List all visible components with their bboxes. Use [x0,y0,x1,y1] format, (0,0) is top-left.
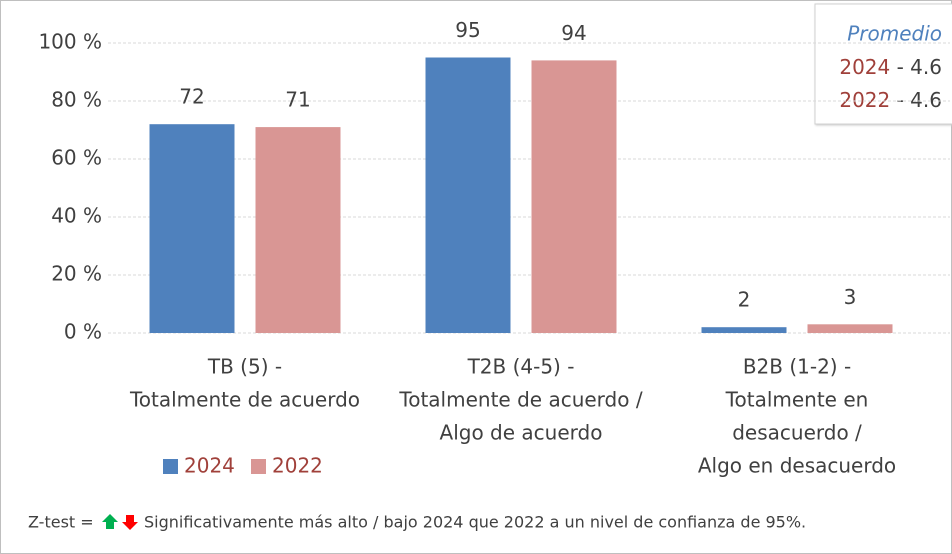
y-tick-label: 40 % [51,204,102,228]
x-tick-label: desacuerdo / [732,421,862,445]
bar [807,324,893,333]
y-tick-label: 20 % [51,262,102,286]
x-tick-label: TB (5) - [207,355,282,379]
bar [701,327,787,333]
data-label: 3 [844,285,857,309]
down-arrow-icon [122,515,138,530]
footnote: Significativamente más alto / bajo 2024 … [144,513,806,532]
data-label: 71 [285,88,310,112]
y-tick-label: 80 % [51,88,102,112]
x-tick-label: Totalmente de acuerdo / [398,388,642,412]
x-tick-label: Totalmente de acuerdo [129,388,360,412]
bar [425,57,511,333]
footnote-prefix: Z-test = [28,513,94,532]
bar [255,127,341,333]
data-label: 95 [455,18,480,42]
data-label: 94 [561,21,586,45]
y-tick-label: 0 % [64,320,102,344]
summary-title: Promedio [847,22,942,46]
x-tick-label: Totalmente en [725,388,869,412]
legend-label: 2022 [272,454,323,478]
y-tick-label: 100 % [38,30,102,54]
summary-row: 2024 - 4.6 [839,55,942,79]
summary-value: - 4.6 [897,88,942,112]
x-tick-label: T2B (4-5) - [467,355,575,379]
x-tick-label: Algo de acuerdo [440,421,603,445]
up-arrow-icon [102,514,118,529]
x-tick-label: Algo en desacuerdo [698,454,896,478]
summary-value: - 4.6 [897,55,942,79]
x-tick-label: B2B (1-2) - [743,355,851,379]
legend-swatch [163,459,178,474]
summary-row: 2022 - 4.6 [839,88,942,112]
y-tick-label: 60 % [51,146,102,170]
data-label: 2 [738,288,751,312]
bar [531,60,617,334]
data-label: 72 [179,85,204,109]
summary-year: 2024 [839,55,890,79]
summary-box [814,3,952,125]
legend-label: 2024 [184,454,235,478]
bar [149,124,235,333]
legend-swatch [251,459,266,474]
summary-year: 2022 [839,88,890,112]
